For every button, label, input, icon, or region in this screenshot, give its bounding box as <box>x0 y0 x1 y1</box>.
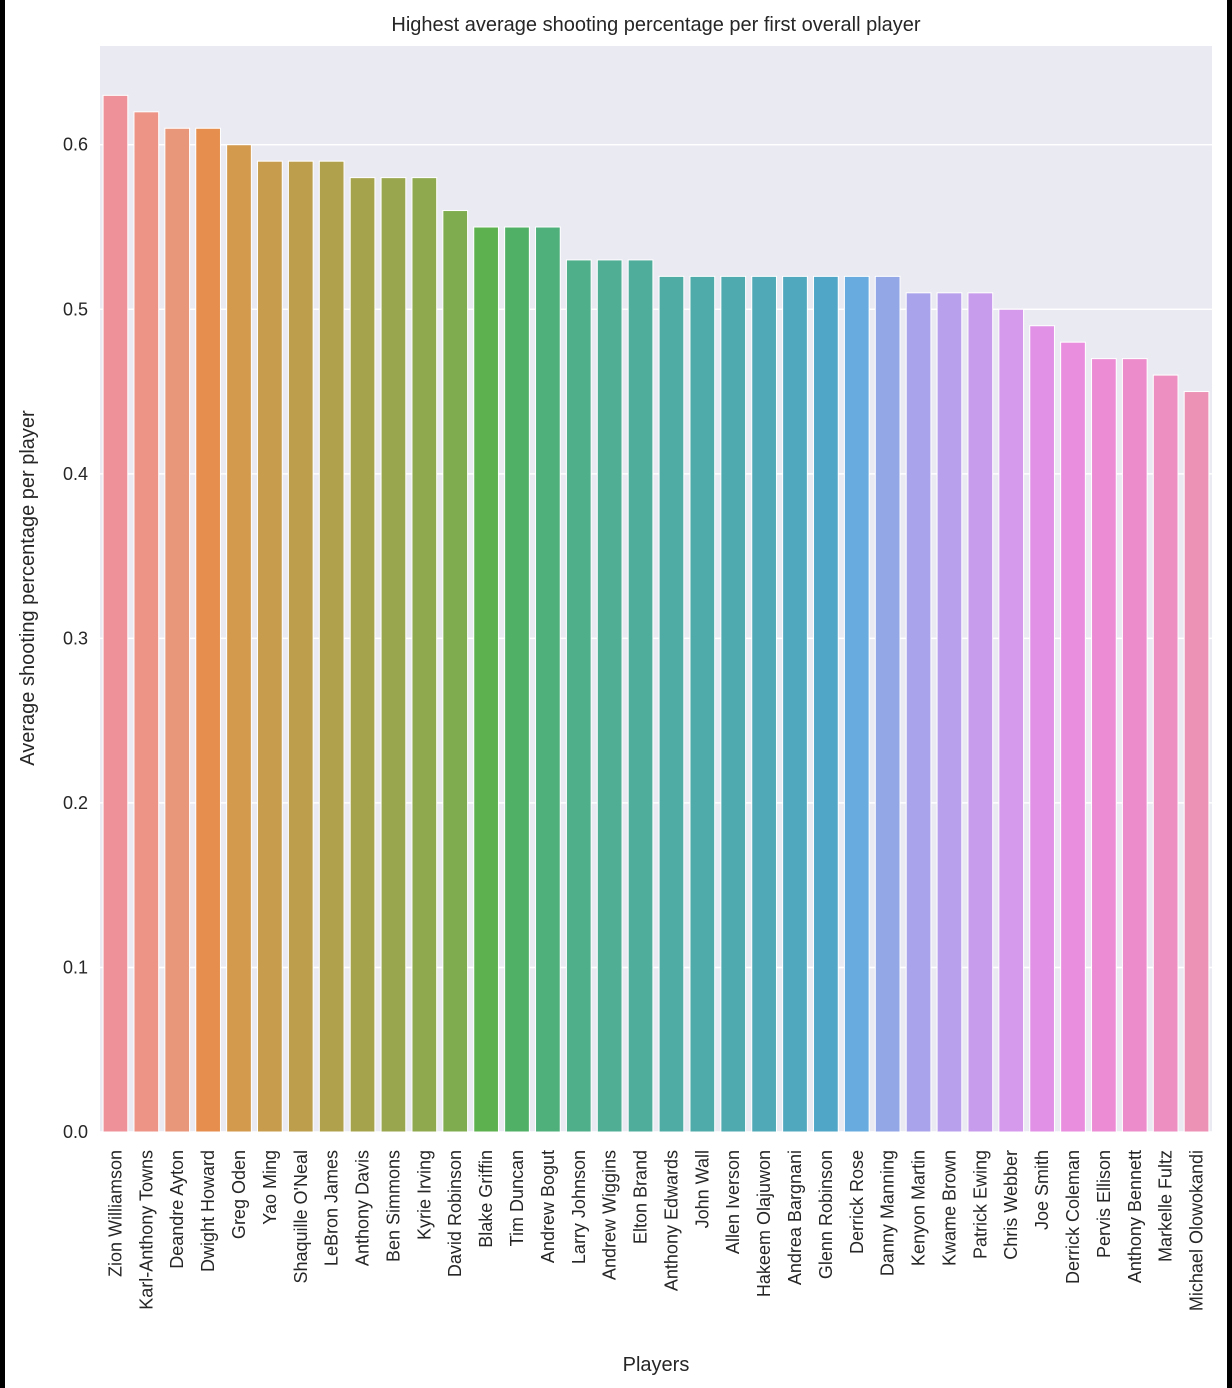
bar <box>843 275 870 1133</box>
bar <box>473 226 499 1133</box>
y-tick-label: 0.3 <box>63 628 88 648</box>
bars <box>102 94 1210 1133</box>
bar <box>751 275 777 1133</box>
y-tick-label: 0.5 <box>63 299 88 319</box>
x-tick-label: Glenn Robinson <box>816 1150 836 1279</box>
bar <box>1060 341 1086 1133</box>
bar <box>782 275 808 1133</box>
bar <box>565 259 592 1133</box>
x-tick-label: Chris Webber <box>1001 1150 1021 1260</box>
x-tick-label: Michael Olowokandi <box>1187 1150 1207 1311</box>
x-tick-label: David Robinson <box>445 1150 465 1277</box>
y-tick-label: 0.0 <box>63 1122 88 1142</box>
bar <box>442 210 469 1133</box>
x-tick-label: Greg Oden <box>229 1150 249 1239</box>
x-tick-label: Larry Johnson <box>569 1150 589 1264</box>
x-tick-label: Joe Smith <box>1032 1150 1052 1230</box>
x-tick-label: LeBron James <box>322 1150 342 1266</box>
x-tick-label: Anthony Edwards <box>661 1150 681 1291</box>
gridlines <box>100 143 1212 1133</box>
bar <box>504 226 530 1133</box>
x-tick-label: Karl-Anthony Towns <box>136 1150 156 1310</box>
x-tick-label: Derrick Rose <box>847 1150 867 1254</box>
x-tick-label: Anthony Davis <box>353 1150 373 1266</box>
y-tick-label: 0.2 <box>63 793 88 813</box>
bar <box>1091 358 1117 1133</box>
bar <box>226 144 252 1133</box>
bar <box>936 292 963 1133</box>
x-tick-label: Andrew Wiggins <box>600 1150 620 1280</box>
bar <box>720 275 747 1133</box>
x-tick-label: John Wall <box>692 1150 712 1228</box>
bar <box>905 292 932 1133</box>
x-tick-label: Andrea Bargnani <box>785 1150 805 1285</box>
x-tick-label: Deandre Ayton <box>167 1150 187 1269</box>
x-tick-label: Patrick Ewing <box>970 1150 990 1259</box>
x-tick-label: Kyrie Irving <box>414 1150 434 1240</box>
bar <box>535 226 561 1133</box>
x-tick-label: Kenyon Martin <box>909 1150 929 1266</box>
x-tick-label: Shaquille O'Neal <box>291 1150 311 1284</box>
bar <box>164 127 191 1133</box>
bar <box>318 160 345 1133</box>
x-tick-label: Tim Duncan <box>507 1150 527 1246</box>
bar <box>1152 374 1179 1133</box>
bar <box>102 94 129 1133</box>
x-tick-label: Zion Williamson <box>105 1150 125 1277</box>
chart-title: Highest average shooting percentage per … <box>391 14 921 36</box>
bar <box>627 259 654 1133</box>
plot-background <box>100 46 1212 1132</box>
bar <box>998 308 1025 1133</box>
x-tick-label: Dwight Howard <box>198 1150 218 1272</box>
x-axis-label: Players <box>623 1354 690 1376</box>
x-tick-label: Derrick Coleman <box>1063 1150 1083 1284</box>
bar <box>133 111 160 1133</box>
bar <box>1183 391 1210 1133</box>
bar <box>596 259 623 1133</box>
x-tick-label: Markelle Fultz <box>1156 1150 1176 1262</box>
bar <box>349 177 376 1133</box>
x-tick-label: Blake Griffin <box>476 1150 496 1248</box>
bar <box>689 275 716 1133</box>
bar <box>380 177 407 1133</box>
bar <box>257 160 283 1133</box>
x-tick-label: Elton Brand <box>631 1150 651 1244</box>
bar <box>967 292 994 1133</box>
bar <box>411 177 438 1133</box>
bar <box>1121 358 1148 1133</box>
bar <box>1029 325 1055 1133</box>
bar <box>813 275 839 1133</box>
y-tick-label: 0.6 <box>63 135 88 155</box>
x-tick-label: Pervis Ellison <box>1094 1150 1114 1258</box>
x-tick-label: Anthony Bennett <box>1125 1150 1145 1283</box>
y-tick-label: 0.4 <box>63 464 88 484</box>
bar <box>195 127 221 1133</box>
y-tick-labels: 0.0 0.1 0.2 0.3 0.4 0.5 0.6 <box>63 135 88 1142</box>
x-tick-label: Allen Iverson <box>723 1150 743 1254</box>
y-tick-label: 0.1 <box>63 957 88 977</box>
x-tick-label: Yao Ming <box>260 1150 280 1225</box>
x-tick-labels: Zion Williamson Karl-Anthony Towns Deandre… <box>105 1150 1206 1311</box>
x-tick-label: Andrew Bogut <box>538 1150 558 1263</box>
x-tick-label: Ben Simmons <box>383 1150 403 1262</box>
bar <box>874 275 901 1133</box>
bar <box>287 160 314 1133</box>
x-tick-label: Kwame Brown <box>939 1150 959 1266</box>
bar <box>658 275 685 1133</box>
x-tick-label: Hakeem Olajuwon <box>754 1150 774 1297</box>
x-tick-label: Danny Manning <box>878 1150 898 1276</box>
y-axis-label: Average shooting percentage per player <box>17 410 39 766</box>
